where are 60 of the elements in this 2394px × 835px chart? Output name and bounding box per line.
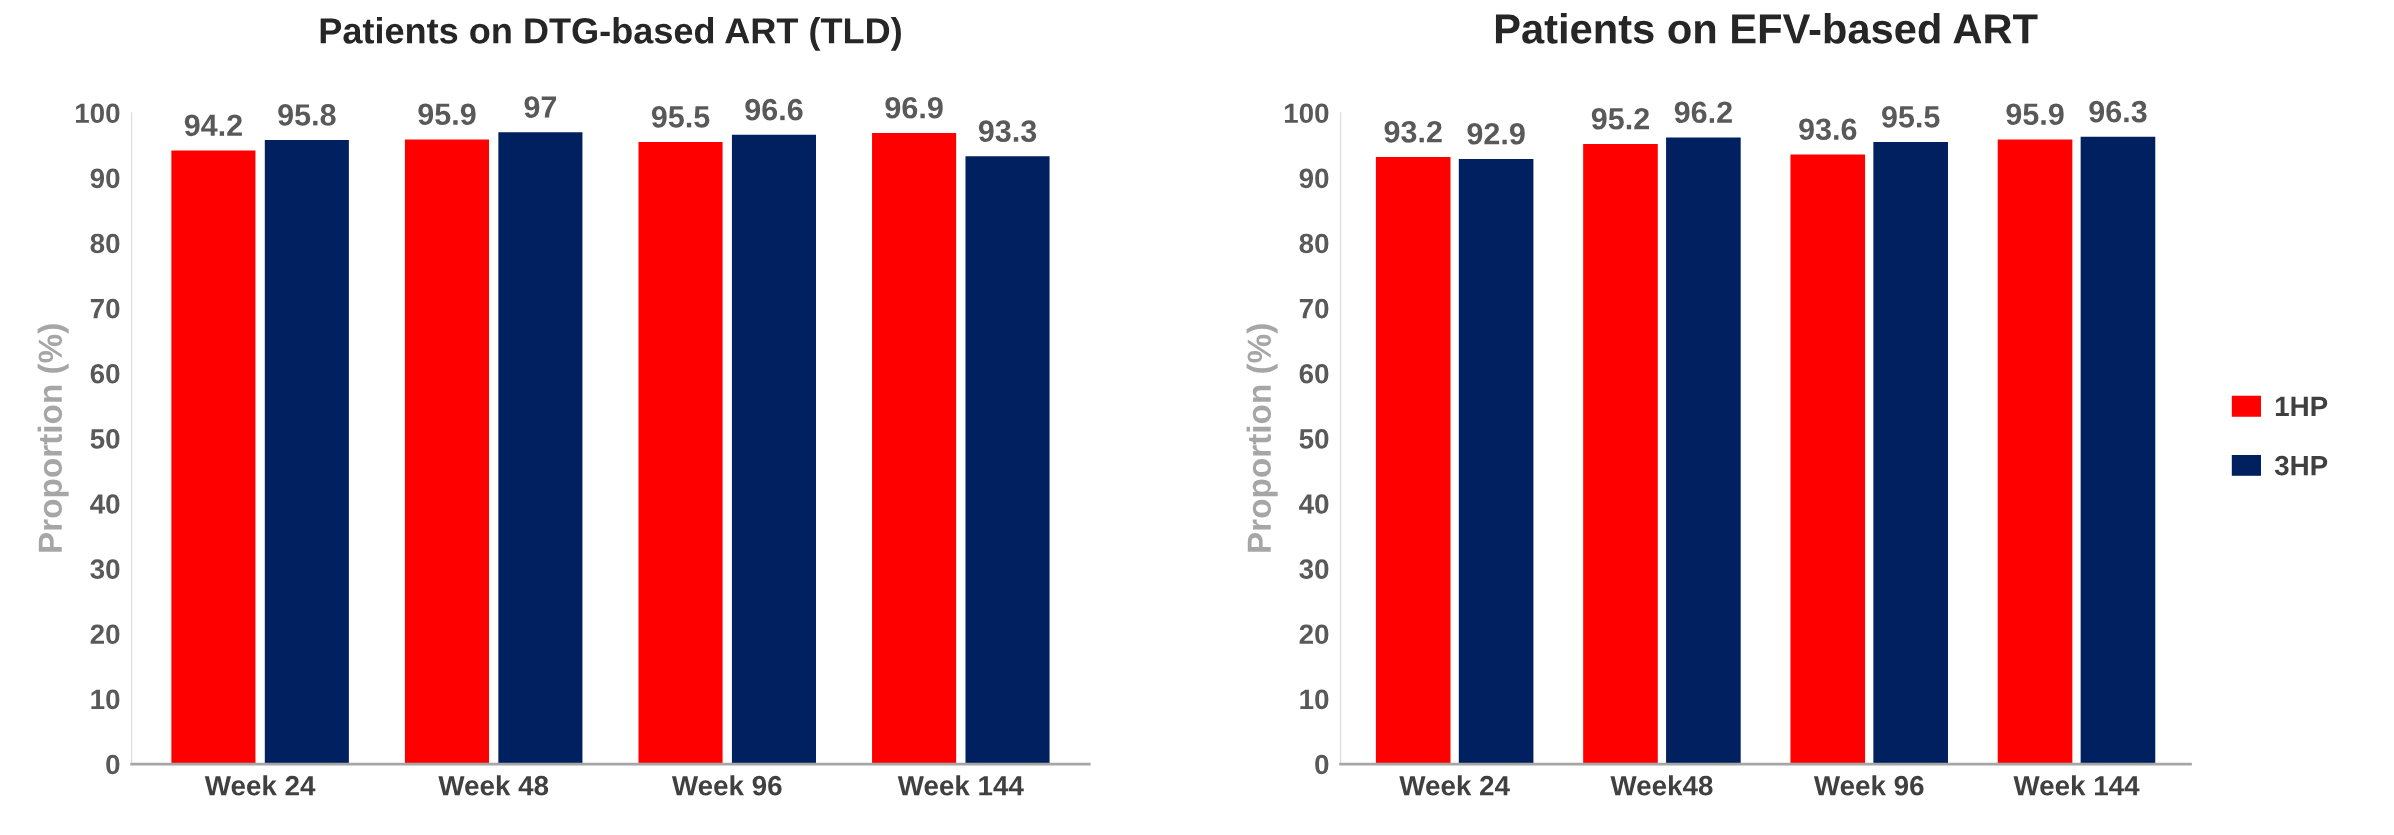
data-label: 95.8: [278, 104, 336, 126]
data-label: 93.3: [978, 120, 1037, 143]
y-tick-label: 30: [90, 559, 120, 580]
data-label: 95.2: [1591, 107, 1649, 130]
x-tick-label: Week 24: [204, 775, 316, 796]
y-tick-label: 30: [1299, 559, 1329, 580]
y-tick-label: 40: [1299, 494, 1329, 514]
legend-label: 3HP: [2274, 455, 2328, 476]
data-label: 95.9: [2006, 103, 2064, 126]
bar: [2080, 136, 2156, 765]
data-label: 92.9: [1467, 122, 1525, 145]
data-label: 95.9: [418, 103, 476, 126]
y-tick-label: 90: [1299, 168, 1329, 189]
y-tick-label: 70: [90, 298, 120, 319]
data-label: 96.3: [2089, 100, 2147, 123]
data-label: 96.6: [745, 98, 803, 121]
x-tick-label: Week 96: [1813, 775, 1924, 796]
y-tick-label: 50: [90, 429, 120, 449]
data-label: 95.5: [1882, 106, 1940, 128]
bar: [1873, 142, 1948, 765]
y-axis-title: Proportion (%): [1246, 324, 1278, 552]
chart-title: Patients on DTG-based ART (TLD): [320, 17, 901, 51]
bar: [1997, 139, 2073, 765]
y-tick-label: 100: [1284, 103, 1329, 124]
y-axis-title: Proportion (%): [37, 324, 69, 552]
y-tick-label: 100: [75, 103, 120, 124]
x-tick-label: Week 24: [1399, 775, 1510, 796]
x-tick-label: Week 48: [438, 775, 549, 796]
y-tick-label: 40: [90, 494, 120, 514]
y-tick-label: 10: [91, 689, 120, 710]
data-label: 96.9: [885, 96, 943, 119]
y-tick-label: 60: [90, 363, 120, 384]
y-tick-label: 50: [1299, 429, 1329, 449]
bar: [1458, 158, 1534, 765]
bar: [1583, 143, 1658, 765]
data-label: 97: [524, 96, 557, 118]
y-tick-label: 20: [90, 624, 120, 645]
data-label: 93.2: [1384, 121, 1442, 143]
chart-title: Patients on EFV-based ART: [1495, 13, 2038, 44]
bar: [1790, 154, 1866, 765]
data-label: 94.2: [184, 114, 242, 137]
y-tick-label: 10: [1300, 689, 1329, 710]
bar: [1375, 157, 1451, 765]
data-label: 96.2: [1674, 101, 1732, 124]
y-tick-label: 0: [1315, 754, 1329, 775]
data-label: 95.5: [651, 106, 710, 128]
data-label: 93.6: [1799, 118, 1857, 141]
legend-label: 1HP: [2275, 396, 2328, 416]
x-tick-label: Week48: [1610, 775, 1713, 796]
y-tick-label: 80: [90, 233, 120, 254]
x-tick-label: Week 96: [671, 775, 782, 796]
y-tick-label: 80: [1299, 233, 1329, 254]
y-tick-label: 60: [1299, 363, 1329, 384]
x-tick-label: Week 144: [2013, 775, 2140, 796]
bar: [1666, 137, 1741, 765]
y-tick-label: 70: [1299, 298, 1329, 319]
y-tick-label: 0: [106, 754, 120, 775]
y-tick-label: 90: [90, 168, 120, 189]
x-tick-label: Week 144: [897, 775, 1024, 796]
y-tick-label: 20: [1299, 624, 1329, 645]
